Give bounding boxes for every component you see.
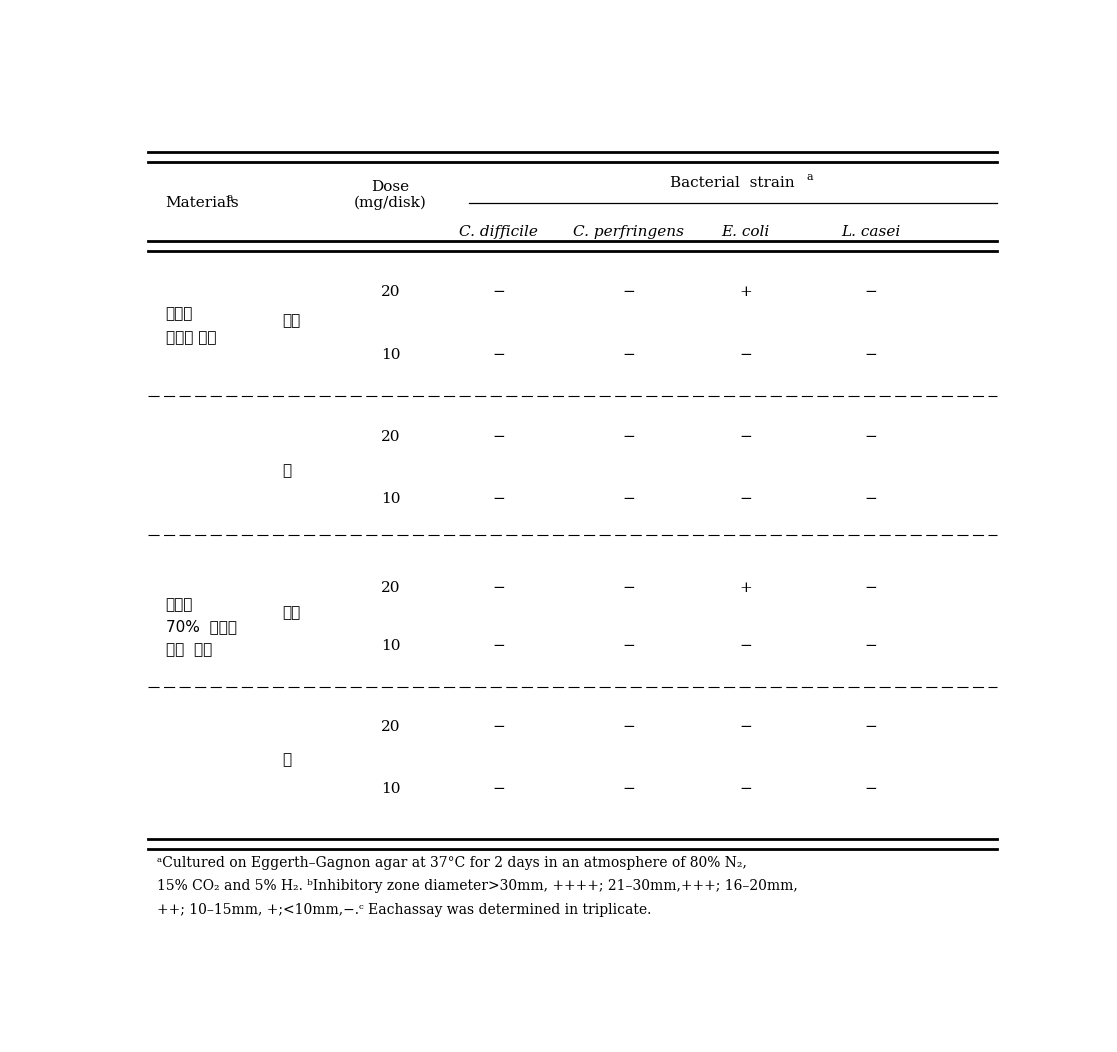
Text: a: a xyxy=(806,173,813,182)
Text: −: − xyxy=(739,721,752,734)
Text: C. difficile: C. difficile xyxy=(459,224,538,239)
Text: +: + xyxy=(739,581,752,595)
Text: −: − xyxy=(739,347,752,362)
Text: 70%  에탈올: 70% 에탈올 xyxy=(165,620,237,634)
Text: 씨: 씨 xyxy=(283,752,292,767)
Text: 과육: 과육 xyxy=(283,605,300,620)
Text: −: − xyxy=(493,640,505,653)
Text: −: − xyxy=(622,782,636,796)
Text: 메탈올 추출: 메탈올 추출 xyxy=(165,330,216,345)
Text: −: − xyxy=(865,285,878,300)
Text: a: a xyxy=(226,193,232,203)
Text: −: − xyxy=(493,347,505,362)
Text: −: − xyxy=(493,492,505,506)
Text: 오미자: 오미자 xyxy=(165,306,193,321)
Text: −: − xyxy=(493,782,505,796)
Text: −: − xyxy=(865,492,878,506)
Text: 씨: 씨 xyxy=(283,463,292,478)
Text: 20: 20 xyxy=(381,721,400,734)
Text: −: − xyxy=(493,581,505,595)
Text: −: − xyxy=(493,430,505,444)
Text: −: − xyxy=(622,430,636,444)
Text: −: − xyxy=(622,721,636,734)
Text: −: − xyxy=(865,640,878,653)
Text: Materials: Materials xyxy=(165,196,239,210)
Text: Dose: Dose xyxy=(372,180,410,194)
Text: −: − xyxy=(622,347,636,362)
Text: −: − xyxy=(493,721,505,734)
Text: −: − xyxy=(865,430,878,444)
Text: 10: 10 xyxy=(381,347,400,362)
Text: 20: 20 xyxy=(381,285,400,300)
Text: ᵃCultured on Eggerth–Gagnon agar at 37°C for 2 days in an atmosphere of 80% N₂,: ᵃCultured on Eggerth–Gagnon agar at 37°C… xyxy=(156,856,747,870)
Text: −: − xyxy=(622,285,636,300)
Text: −: − xyxy=(739,782,752,796)
Text: 과육: 과육 xyxy=(283,313,300,328)
Text: −: − xyxy=(865,581,878,595)
Text: 15% CO₂ and 5% H₂. ᵇInhibitory zone diameter>30mm, ++++; 21–30mm,+++; 16–20mm,: 15% CO₂ and 5% H₂. ᵇInhibitory zone diam… xyxy=(156,879,798,893)
Text: E. coli: E. coli xyxy=(722,224,770,239)
Text: +: + xyxy=(739,285,752,300)
Text: (mg/disk): (mg/disk) xyxy=(354,196,427,210)
Text: C. perfringens: C. perfringens xyxy=(573,224,685,239)
Text: 20: 20 xyxy=(381,430,400,444)
Text: L. casei: L. casei xyxy=(841,224,900,239)
Text: −: − xyxy=(865,782,878,796)
Text: 20: 20 xyxy=(381,581,400,595)
Text: 10: 10 xyxy=(381,492,400,506)
Text: −: − xyxy=(865,347,878,362)
Text: −: − xyxy=(622,492,636,506)
Text: −: − xyxy=(622,640,636,653)
Text: −: − xyxy=(739,430,752,444)
Text: 열탕  추출: 열탕 추출 xyxy=(165,642,212,658)
Text: Bacterial  strain: Bacterial strain xyxy=(670,176,795,190)
Text: −: − xyxy=(739,640,752,653)
Text: −: − xyxy=(739,492,752,506)
Text: 10: 10 xyxy=(381,782,400,796)
Text: 10: 10 xyxy=(381,640,400,653)
Text: ++; 10–15mm, +;<10mm,−.ᶜ Eachassay was determined in triplicate.: ++; 10–15mm, +;<10mm,−.ᶜ Eachassay was d… xyxy=(156,903,651,916)
Text: −: − xyxy=(865,721,878,734)
Text: −: − xyxy=(493,285,505,300)
Text: 오미자: 오미자 xyxy=(165,598,193,612)
Text: −: − xyxy=(622,581,636,595)
